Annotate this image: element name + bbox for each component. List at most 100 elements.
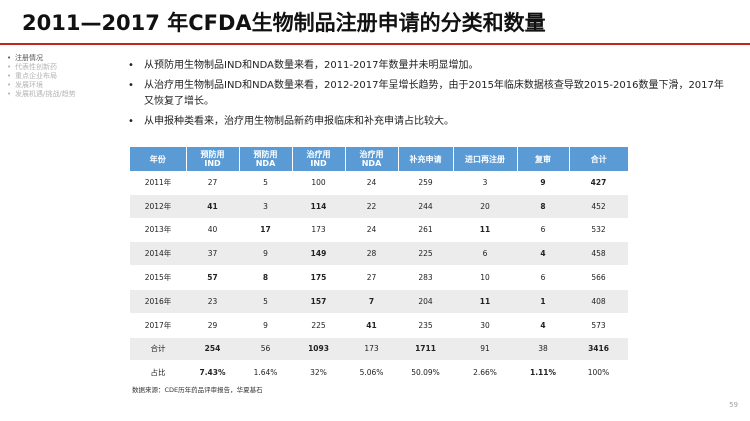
table-cell: 20 [453,194,517,219]
table-header-cell: 预防用 IND [186,147,240,171]
table-cell: 4 [517,313,569,338]
table-cell: 6 [517,265,569,290]
row-label-cell: 2014年 [130,241,186,267]
section-nav-item-registration[interactable]: • 注册情况 [6,54,116,63]
header-line-2: IND [310,159,327,168]
table-cell: 1.11% [517,360,569,386]
table-cell: 225 [398,241,453,267]
table-cell: 50.09% [398,360,453,386]
table-cell: 244 [398,194,453,219]
title-divider [0,43,750,45]
summary-bullet: • 从申报种类看来，治疗用生物制品新药申报临床和补充申请占比较大。 [128,114,733,130]
row-label-cell: 2017年 [130,313,186,338]
table-body: 2011年 27 5 100 24 259 3 9 427 2012年 41 3 114 22 244 20 8… [130,171,628,386]
section-nav-label: 发展环境 [15,81,43,89]
bullet-dot: • [128,116,134,127]
table-cell: 22 [345,194,398,219]
table-cell: 532 [569,218,628,243]
section-nav-label: 重点企业布局 [15,72,57,80]
table-cell: 57 [186,265,239,290]
table-header-cell: 补充申请 [398,147,454,171]
table-cell: 458 [569,241,628,267]
table-cell: 8 [239,265,292,290]
section-nav-item-innovative-drugs[interactable]: • 代表性创新药 [6,63,116,72]
table-cell: 261 [398,218,453,243]
table-cell: 235 [398,313,453,338]
table-cell: 452 [569,194,628,219]
table-row: 2017年 29 9 225 41 235 30 4 573 [130,313,628,338]
table-header-cell: 预防用 NDA [239,147,293,171]
table-cell: 91 [453,337,517,362]
bullet-dot: • [7,63,12,71]
table-cell: 175 [292,265,345,290]
section-nav: • 注册情况 • 代表性创新药 • 重点企业布局 • 发展环境 • 发展机遇/挑战/趋势 [6,54,116,99]
section-nav-label: 发展机遇/挑战/趋势 [15,90,76,98]
table-row: 合计 254 56 1093 173 1711 91 38 3416 [130,337,628,362]
summary-bullet-text: 从预防用生物制品IND和NDA数量来看，2011-2017年数量并未明显增加。 [144,60,479,71]
header-line-1: 预防用 [200,150,225,159]
header-line-1: 补充申请 [409,154,442,164]
summary-bullet-text: 从治疗用生物制品IND和NDA数量来看，2012-2017年呈增长趋势，由于20… [144,80,724,107]
table-row: 2012年 41 3 114 22 244 20 8 452 [130,194,628,219]
table-header-row: 年份 预防用 IND 预防用 NDA 治疗用 IND 治疗用 NDA 补充申请 进口再注册 复审 合计 [130,147,628,171]
table-cell: 56 [239,337,292,362]
table-cell: 28 [345,241,398,267]
table-cell: 3 [239,194,292,219]
table-cell: 24 [345,171,398,195]
bullet-dot: • [128,80,134,91]
table-cell: 6 [453,241,517,267]
table-cell: 10 [453,265,517,290]
header-line-2: IND [204,159,221,168]
table-cell: 2.66% [453,360,517,386]
table-cell: 149 [292,241,345,267]
table-cell: 566 [569,265,628,290]
bullet-dot: • [128,60,134,71]
row-label-cell: 2016年 [130,289,186,314]
table-cell: 3416 [569,337,628,362]
table-cell: 3 [453,171,517,195]
table-cell: 9 [517,171,569,195]
table-cell: 38 [517,337,569,362]
table-cell: 9 [239,241,292,267]
table-cell: 100 [292,171,345,195]
table-cell: 9 [239,313,292,338]
section-nav-label: 注册情况 [15,54,43,62]
header-line-1: 复审 [535,154,551,164]
table-cell: 283 [398,265,453,290]
table-cell: 7.43% [186,360,239,386]
table-cell: 37 [186,241,239,267]
table-cell: 225 [292,313,345,338]
table-row: 2015年 57 8 175 27 283 10 6 566 [130,265,628,290]
table-header-cell: 治疗用 NDA [345,147,399,171]
table-cell: 100% [569,360,628,386]
bullet-dot: • [7,90,12,98]
table-header-cell: 年份 [130,147,187,171]
bullet-dot: • [7,81,12,89]
section-nav-item-environment[interactable]: • 发展环境 [6,81,116,90]
table-header-cell: 合计 [569,147,628,171]
table-cell: 1093 [292,337,345,362]
table-row: 2013年 40 17 173 24 261 11 6 532 [130,218,628,243]
table-cell: 1711 [398,337,453,362]
bullet-dot: • [7,72,12,80]
summary-bullets: • 从预防用生物制品IND和NDA数量来看，2011-2017年数量并未明显增加。… [128,58,733,134]
table-cell: 157 [292,289,345,314]
table-cell: 23 [186,289,239,314]
table-cell: 27 [186,171,239,195]
table-cell: 41 [345,313,398,338]
bullet-dot: • [7,54,12,62]
summary-bullet-text: 从申报种类看来，治疗用生物制品新药申报临床和补充申请占比较大。 [144,116,454,127]
section-nav-item-opportunities[interactable]: • 发展机遇/挑战/趋势 [6,90,116,99]
table-row: 占比 7.43% 1.64% 32% 5.06% 50.09% 2.66% 1.11% 100% [130,360,628,386]
table-cell: 41 [186,194,239,219]
page-number: 59 [729,401,738,409]
section-nav-item-key-companies[interactable]: • 重点企业布局 [6,72,116,81]
row-label-cell: 2013年 [130,218,186,243]
table-cell: 8 [517,194,569,219]
table-cell: 11 [453,218,517,243]
table-cell: 173 [345,337,398,362]
table-cell: 254 [186,337,239,362]
header-line-1: 进口再注册 [465,154,505,164]
table-cell: 30 [453,313,517,338]
row-label-cell: 占比 [130,360,186,386]
